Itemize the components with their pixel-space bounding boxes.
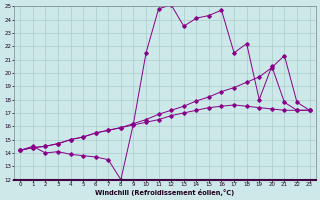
X-axis label: Windchill (Refroidissement éolien,°C): Windchill (Refroidissement éolien,°C) [95,189,235,196]
